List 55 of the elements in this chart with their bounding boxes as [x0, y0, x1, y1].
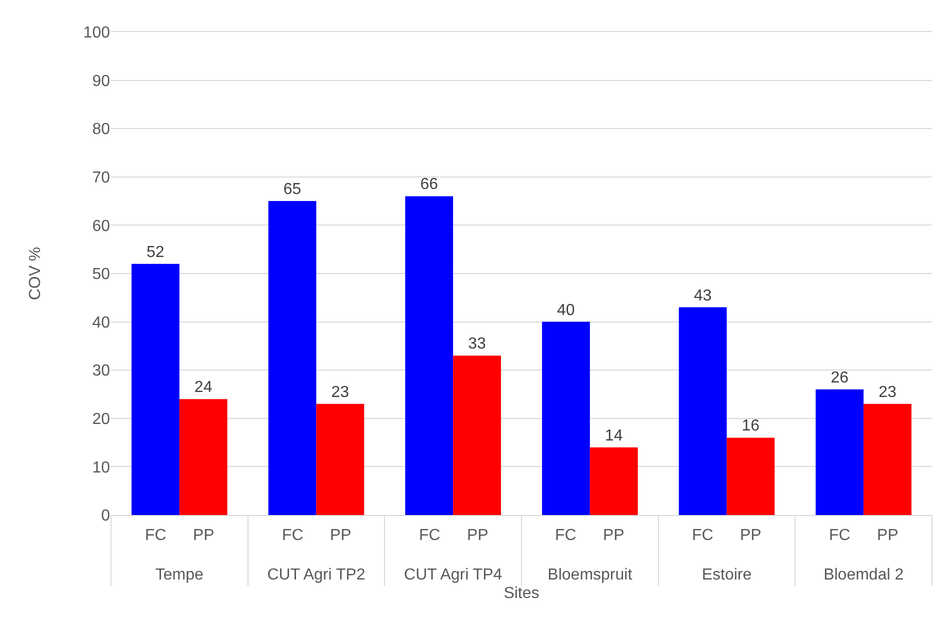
- data-label: 33: [468, 336, 486, 353]
- y-tick-label: 60: [92, 218, 110, 235]
- data-label: 66: [420, 176, 438, 194]
- x-tick-label: Bloemdal 2: [824, 566, 904, 584]
- data-label: 23: [878, 384, 896, 401]
- y-tick-label: 10: [92, 459, 110, 476]
- bar: [316, 404, 364, 515]
- text: FC: [829, 527, 850, 544]
- text: FC: [692, 527, 714, 544]
- text: PP: [330, 527, 352, 544]
- text: PP: [603, 527, 624, 544]
- bar: [453, 356, 501, 515]
- data-label: 26: [830, 369, 849, 386]
- y-tick-label: 50: [92, 266, 110, 284]
- bar: [590, 447, 638, 515]
- y-tick-label: 100: [83, 24, 110, 42]
- data-label: 24: [194, 379, 212, 396]
- data-label: 40: [557, 302, 575, 319]
- x-tick-label: Bloemspruit: [548, 566, 633, 584]
- text: PP: [467, 527, 488, 544]
- data-label: 23: [331, 384, 350, 401]
- y-tick-label: 20: [92, 411, 110, 428]
- y-tick-label: 90: [92, 72, 110, 90]
- series-label: PP: [193, 527, 214, 544]
- y-tick-label: 70: [92, 170, 110, 186]
- y-tick-label: 40: [92, 314, 110, 332]
- x-tick-label: CUT Agri TP4: [404, 566, 502, 584]
- bar: [726, 438, 775, 515]
- x-tick-label: Tempe: [155, 566, 204, 584]
- data-label: 65: [283, 181, 302, 198]
- y-tick-label: 30: [92, 362, 110, 380]
- text: FC: [419, 527, 440, 544]
- bar: [864, 404, 912, 515]
- bar: [179, 399, 228, 515]
- text: FC: [555, 527, 576, 544]
- bar: [132, 264, 180, 515]
- y-tick-label: 0: [101, 508, 110, 525]
- x-axis-title: Sites: [504, 585, 540, 602]
- data-label: 43: [694, 287, 712, 304]
- series-label: FC: [145, 527, 166, 544]
- data-label: 16: [742, 418, 760, 435]
- bar: [542, 322, 590, 515]
- bar: [268, 201, 316, 515]
- y-axis-title: COV %: [27, 246, 44, 300]
- x-tick-label: Estoire: [702, 566, 752, 584]
- text: PP: [740, 527, 762, 544]
- data-label: 14: [604, 427, 623, 444]
- bar: [816, 389, 864, 515]
- data-label: 52: [146, 244, 164, 261]
- y-tick-label: 80: [92, 121, 110, 138]
- text: PP: [877, 527, 898, 544]
- bar: [678, 307, 727, 515]
- bar: [405, 196, 454, 515]
- text: FC: [282, 527, 304, 544]
- x-tick-label: CUT Agri TP2: [267, 566, 366, 584]
